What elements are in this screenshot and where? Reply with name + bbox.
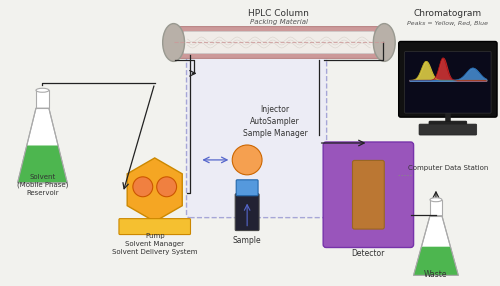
- FancyBboxPatch shape: [352, 160, 384, 229]
- FancyBboxPatch shape: [235, 194, 259, 231]
- Text: HPLC Column: HPLC Column: [248, 9, 310, 18]
- Ellipse shape: [430, 198, 442, 202]
- Ellipse shape: [232, 145, 262, 175]
- FancyBboxPatch shape: [178, 27, 380, 58]
- FancyBboxPatch shape: [404, 51, 491, 113]
- Text: Injector
AutoSampler
Sample Manager: Injector AutoSampler Sample Manager: [242, 105, 308, 138]
- Ellipse shape: [36, 88, 49, 92]
- Ellipse shape: [162, 23, 184, 61]
- FancyBboxPatch shape: [398, 41, 497, 117]
- Polygon shape: [414, 216, 459, 275]
- Text: Chromatogram: Chromatogram: [414, 9, 482, 18]
- Text: Waste: Waste: [424, 270, 448, 279]
- Polygon shape: [430, 200, 442, 216]
- Text: Sample: Sample: [233, 236, 262, 245]
- Polygon shape: [36, 90, 49, 108]
- FancyBboxPatch shape: [186, 52, 326, 218]
- FancyBboxPatch shape: [419, 124, 476, 135]
- Ellipse shape: [156, 177, 176, 197]
- Text: Packing Material: Packing Material: [250, 19, 308, 25]
- Ellipse shape: [374, 23, 395, 61]
- FancyBboxPatch shape: [184, 31, 374, 53]
- Text: Detector: Detector: [352, 249, 385, 259]
- Text: Peaks = Yellow, Red, Blue: Peaks = Yellow, Red, Blue: [408, 21, 488, 26]
- Polygon shape: [18, 146, 68, 183]
- Text: Computer Data Station: Computer Data Station: [408, 165, 488, 171]
- Text: Pump
Solvent Manager
Solvent Delivery System: Pump Solvent Manager Solvent Delivery Sy…: [112, 233, 198, 255]
- Text: Solvent
(Mobile Phase)
Reservoir: Solvent (Mobile Phase) Reservoir: [16, 174, 68, 196]
- Polygon shape: [127, 158, 182, 222]
- FancyBboxPatch shape: [119, 219, 190, 235]
- Ellipse shape: [133, 177, 152, 197]
- FancyBboxPatch shape: [236, 180, 258, 196]
- Polygon shape: [414, 247, 459, 275]
- FancyBboxPatch shape: [323, 142, 414, 247]
- Polygon shape: [18, 108, 68, 183]
- FancyBboxPatch shape: [429, 121, 467, 128]
